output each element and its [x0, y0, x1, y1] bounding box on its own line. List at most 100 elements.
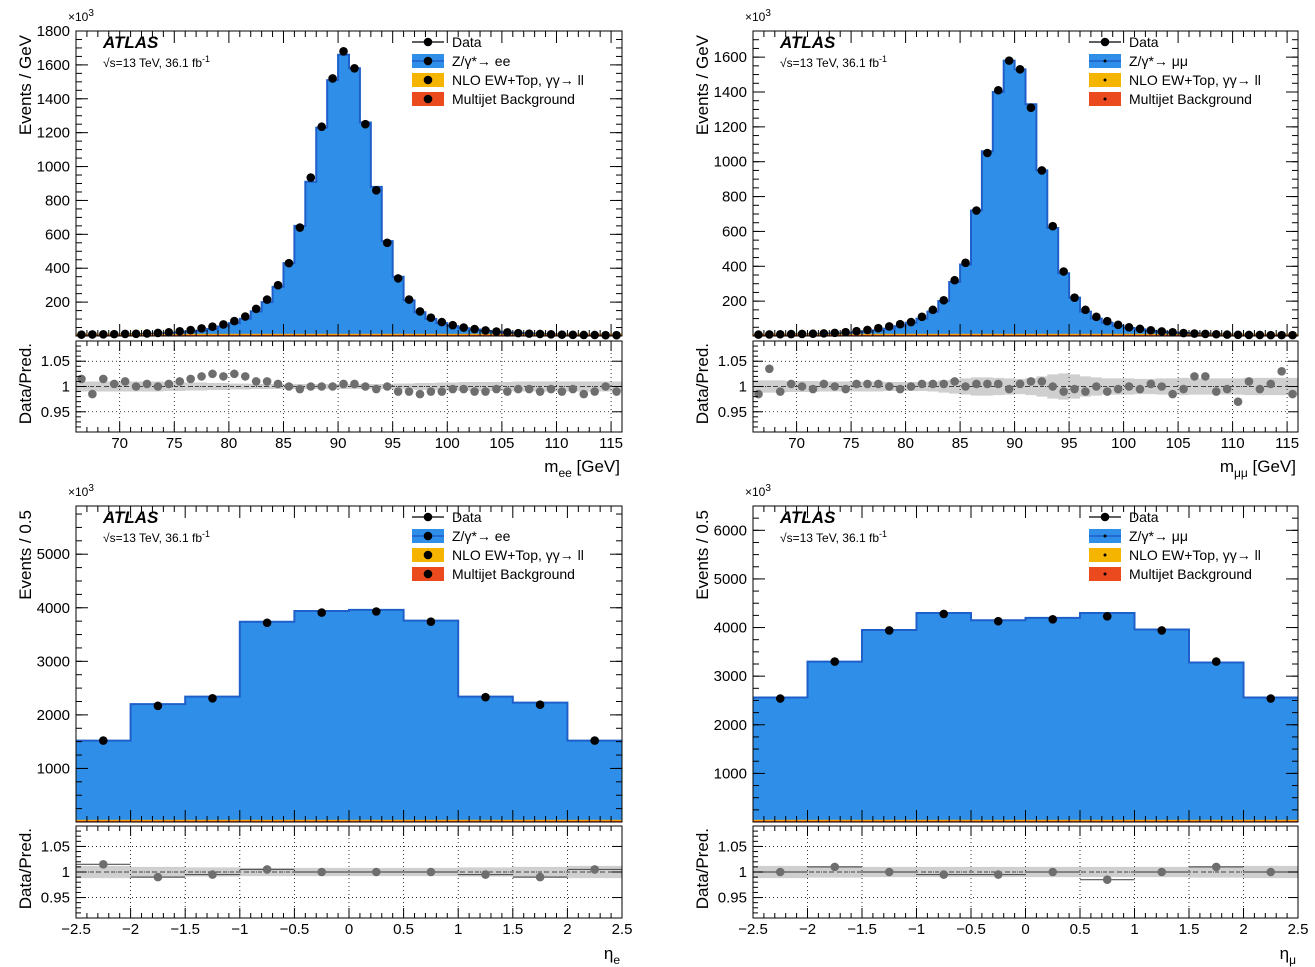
ratio-point: [590, 387, 599, 396]
data-point: [1037, 166, 1047, 175]
legend-label: NLO EW+Top, γγ→ ll: [452, 72, 584, 88]
x-tick-label: 1.5: [1179, 921, 1200, 938]
ratio-point: [481, 387, 490, 396]
y-axis-multiplier: ×103: [745, 483, 771, 499]
x-tick-label: 1: [454, 921, 462, 938]
ratio-point: [317, 382, 327, 391]
y-tick-label: 2000: [37, 707, 70, 724]
data-point: [481, 692, 490, 702]
ratio-point: [1026, 377, 1036, 386]
ratio-point: [186, 374, 195, 384]
legend-swatch-marker: [1103, 59, 1107, 63]
x-tick-label: 115: [1275, 435, 1299, 452]
ratio-point: [295, 384, 305, 394]
data-point: [786, 329, 796, 339]
data-point: [273, 280, 283, 290]
data-point: [481, 326, 490, 335]
x-tick-label: 1: [1130, 921, 1138, 938]
data-point: [993, 85, 1003, 95]
data-point: [153, 328, 163, 338]
data-point: [1102, 316, 1112, 326]
data-point: [186, 325, 195, 335]
ratio-y-tick-label: 1: [62, 864, 70, 881]
legend-data-marker: [423, 37, 433, 47]
ratio-point: [1081, 387, 1090, 396]
ratio-point: [262, 377, 272, 386]
ratio-point: [1266, 379, 1276, 389]
y-tick-label: 1600: [37, 57, 70, 74]
legend-data-marker: [423, 512, 433, 522]
ratio-point: [109, 379, 119, 389]
energy-lumi-label: √s=13 TeV, 36.1 fb-1: [780, 529, 887, 545]
ratio-point: [372, 867, 381, 877]
energy-lumi-label: √s=13 TeV, 36.1 fb-1: [103, 529, 210, 545]
ratio-point: [164, 379, 174, 389]
ratio-y-axis-label: Data/Pred.: [16, 828, 35, 909]
data-point: [852, 326, 861, 336]
data-point: [884, 322, 894, 331]
ratio-y-tick-label: 0.95: [718, 404, 747, 421]
zgamma-histogram-fill: [753, 612, 1298, 822]
data-point: [557, 330, 567, 339]
x-tick-label: 0: [1021, 921, 1029, 938]
data-point: [535, 329, 545, 339]
ratio-point: [208, 369, 217, 379]
data-point: [983, 148, 992, 158]
ratio-point: [775, 867, 785, 877]
data-point: [546, 330, 556, 339]
ratio-point: [546, 384, 556, 394]
ratio-point: [372, 384, 381, 394]
ratio-point: [88, 389, 97, 399]
y-tick-label: 1200: [37, 125, 70, 142]
ratio-point: [895, 384, 905, 394]
data-point: [961, 258, 970, 268]
ratio-point: [1146, 379, 1156, 389]
ratio-point: [404, 387, 414, 396]
data-point: [513, 328, 523, 338]
ratio-point: [481, 870, 490, 879]
ratio-point: [884, 382, 894, 391]
zgamma-histogram-fill: [76, 54, 622, 336]
atlas-label: ATLAS: [779, 33, 836, 52]
ratio-point: [874, 379, 883, 389]
ratio-point: [240, 372, 250, 381]
ratio-point: [983, 379, 992, 389]
ratio-point: [1168, 389, 1177, 399]
energy-lumi-label: √s=13 TeV, 36.1 fb-1: [103, 54, 210, 70]
data-point: [1288, 330, 1297, 340]
x-tick-label: 0.5: [393, 921, 414, 938]
data-point: [175, 326, 185, 336]
legend-label: Multijet Background: [452, 566, 575, 582]
data-point: [590, 736, 599, 745]
x-tick-label: 75: [843, 435, 860, 452]
data-point: [1277, 330, 1286, 340]
data-point: [1070, 293, 1079, 302]
y-axis-label: Events / 0.5: [16, 510, 35, 600]
data-point: [1081, 305, 1090, 315]
y-tick-label: 800: [45, 192, 70, 209]
x-tick-label: −2: [799, 921, 816, 938]
x-tick-label: 0: [345, 921, 353, 938]
data-point: [863, 325, 872, 335]
legend-swatch-marker: [1103, 78, 1107, 82]
data-point: [993, 616, 1003, 626]
ratio-point: [1157, 382, 1167, 391]
ratio-y-axis-label: Data/Pred.: [693, 343, 712, 424]
data-point: [1244, 330, 1254, 340]
data-point: [841, 327, 850, 337]
x-tick-label: 0.5: [1070, 921, 1091, 938]
ratio-point: [306, 382, 316, 391]
ratio-point: [1048, 382, 1058, 391]
x-tick-label: 80: [221, 435, 238, 452]
legend-multijet: Multijet Background: [412, 91, 575, 107]
data-point: [1146, 325, 1156, 335]
legend-zgamma: Z/γ*→ ee: [412, 53, 511, 69]
data-point: [262, 295, 272, 304]
ratio-point: [797, 382, 807, 391]
ratio-point: [1288, 389, 1297, 399]
data-point: [830, 328, 840, 338]
ratio-point: [1277, 367, 1286, 376]
data-point: [109, 329, 119, 339]
legend-swatch-marker: [1103, 534, 1107, 538]
data-point: [1255, 330, 1265, 340]
